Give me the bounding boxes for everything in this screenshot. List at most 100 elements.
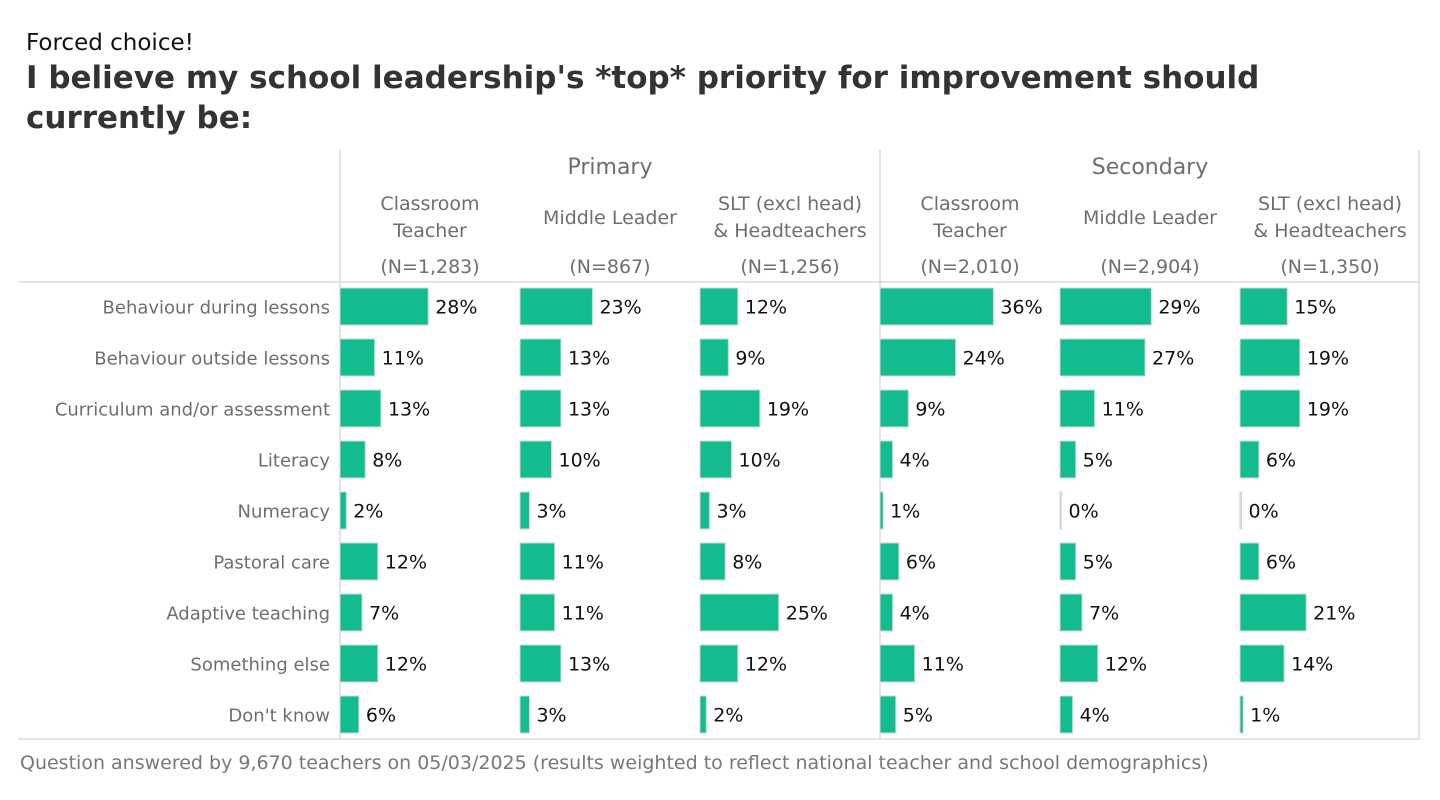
bar [699,593,780,632]
bar [519,389,562,428]
bar-value-label: 1% [1250,705,1280,727]
bar [1239,542,1260,581]
series-header-line: & Headteachers [1253,220,1406,242]
bar [519,491,530,530]
series-header-line: SLT (excl head) [718,193,862,215]
group-header: Primary [567,155,652,180]
bar-value-label: 13% [388,399,430,421]
bar [1059,695,1074,734]
category-label: Literacy [258,451,330,472]
category-label: Adaptive teaching [166,604,330,625]
series-n-label: (N=1,350) [1280,256,1379,278]
group-header: Secondary [1092,155,1209,180]
bar [1239,491,1242,530]
category-label: Behaviour outside lessons [94,349,330,370]
bar-value-label: 5% [1083,552,1113,574]
bar-value-label: 7% [1089,603,1119,625]
category-label: Behaviour during lessons [103,298,330,319]
bar-value-label: 1% [890,501,920,523]
bar-value-label: 11% [562,603,604,625]
series-n-label: (N=1,283) [380,256,479,278]
bar [519,287,593,326]
series-header-line: Classroom [380,193,479,215]
bar-value-label: 19% [1307,399,1349,421]
bar [339,389,382,428]
bar [1059,440,1077,479]
series-n-label: (N=1,256) [740,256,839,278]
bar [339,644,379,683]
bar [699,440,732,479]
bar [339,491,347,530]
bar [879,542,900,581]
bar-value-label: 12% [1105,654,1147,676]
bar-value-label: 3% [716,501,746,523]
bar [519,593,556,632]
category-label: Curriculum and/or assessment [55,400,330,421]
bar-value-label: 0% [1249,501,1279,523]
bar [339,542,379,581]
series-header-line: Classroom [920,193,1019,215]
bar-value-label: 5% [1083,450,1113,472]
bar [1239,695,1244,734]
bar [1239,338,1301,377]
bar-value-label: 25% [786,603,828,625]
bar-value-label: 11% [562,552,604,574]
bar-value-label: 4% [1080,705,1110,727]
bar-value-label: 12% [745,297,787,319]
bar-value-label: 28% [435,297,477,319]
bar [1239,440,1260,479]
bar [699,338,729,377]
chart-title: I believe my school leadership's *top* p… [26,60,1260,136]
bar-value-label: 13% [568,348,610,370]
series-header-line: Middle Leader [543,207,677,229]
bar [879,338,957,377]
bar-value-label: 4% [900,603,930,625]
bar-value-label: 23% [599,297,641,319]
bar-value-label: 13% [568,399,610,421]
chart-footnote: Question answered by 9,670 teachers on 0… [20,752,1209,774]
bar-value-label: 36% [1000,297,1042,319]
bar [1059,644,1099,683]
bar [1239,389,1301,428]
bar-value-label: 19% [1307,348,1349,370]
bar-value-label: 10% [559,450,601,472]
bar [339,695,360,734]
bar [879,491,884,530]
bar-value-label: 3% [536,501,566,523]
bar-value-label: 11% [382,348,424,370]
bar [699,491,710,530]
bar [699,389,761,428]
bar-value-label: 19% [767,399,809,421]
bar [339,338,376,377]
bar [699,287,739,326]
series-header-line: & Headteachers [713,220,866,242]
bar-value-label: 15% [1294,297,1336,319]
bar-value-label: 12% [745,654,787,676]
bar [1239,593,1307,632]
bar-value-label: 6% [1266,450,1296,472]
bar-value-label: 10% [739,450,781,472]
series-n-label: (N=2,904) [1100,256,1199,278]
bar-value-label: 11% [1102,399,1144,421]
bar [519,644,562,683]
bar-value-label: 3% [536,705,566,727]
category-label: Don't know [228,706,330,727]
bar-value-label: 8% [372,450,402,472]
bar [1059,287,1152,326]
bar [699,695,707,734]
series-header-line: SLT (excl head) [1258,193,1402,215]
bar [1059,338,1146,377]
series-header-line: Teacher [932,220,1007,242]
category-label: Numeracy [238,502,331,523]
bar-value-label: 12% [385,552,427,574]
bar [879,593,894,632]
bar-value-label: 21% [1313,603,1355,625]
bar-value-label: 24% [963,348,1005,370]
series-header-line: Teacher [392,220,467,242]
bar [879,389,909,428]
series-n-label: (N=2,010) [920,256,1019,278]
series-n-label: (N=867) [569,256,650,278]
bar [339,593,363,632]
bar-value-label: 2% [713,705,743,727]
bar-value-label: 6% [1266,552,1296,574]
